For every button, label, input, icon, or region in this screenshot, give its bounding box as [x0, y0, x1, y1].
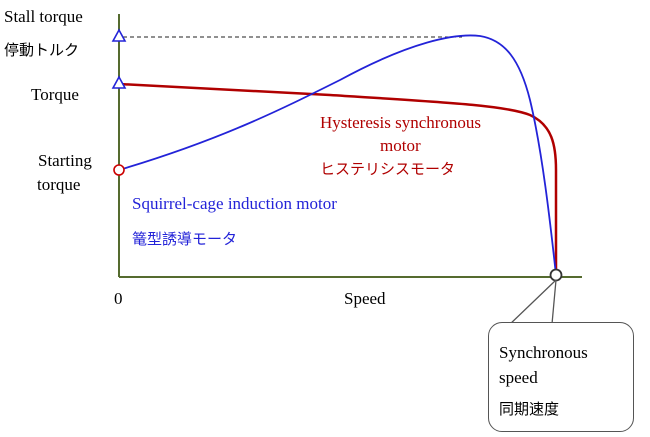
origin-label: 0 — [114, 289, 123, 308]
synchronous-speed-marker — [549, 268, 563, 282]
synchronous-speed-callout: Synchronous speed 同期速度 — [488, 322, 634, 432]
stall-torque-label: Stall torque — [4, 7, 83, 26]
starting-torque-circle-marker — [113, 164, 125, 176]
induction-motor-label: Squirrel-cage induction motor — [132, 194, 337, 213]
stall-torque-triangle-marker — [111, 28, 127, 42]
torque-triangle-marker — [111, 75, 127, 89]
hysteresis-motor-label-line2: motor — [380, 136, 421, 155]
callout-line1: Synchronous — [499, 343, 588, 362]
callout-jp: 同期速度 — [499, 400, 560, 418]
callout-pointer-right — [551, 279, 557, 325]
torque-label: Torque — [31, 85, 79, 104]
hysteresis-motor-label-line1: Hysteresis synchronous — [320, 113, 482, 132]
induction-motor-jp-label: 篭型誘導モータ — [132, 230, 238, 248]
starting-torque-label-line2: torque — [37, 175, 81, 194]
callout-pointer-left — [507, 279, 557, 327]
stall-torque-jp-label: 停動トルク — [4, 41, 80, 59]
induction-motor-curve — [118, 34, 557, 276]
hysteresis-motor-jp-label: ヒステリシスモータ — [320, 160, 456, 178]
hysteresis-motor-curve — [118, 82, 558, 277]
callout-line2: speed — [499, 368, 538, 387]
starting-torque-label-line1: Starting — [38, 151, 92, 170]
speed-axis-label: Speed — [344, 289, 386, 308]
